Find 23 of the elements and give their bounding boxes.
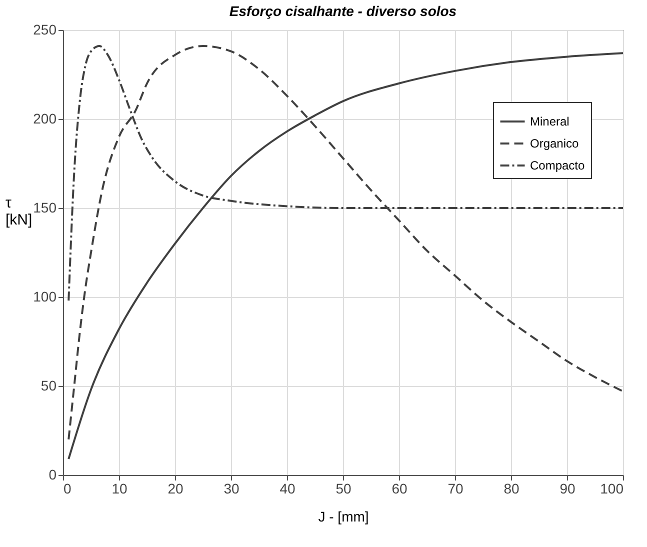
x-tick-label: 100 [600, 480, 624, 496]
x-tick-label: 50 [336, 480, 352, 496]
x-tick-label: 90 [560, 480, 576, 496]
x-tick-label: 10 [112, 480, 128, 496]
x-tick-label: 70 [448, 480, 464, 496]
x-tick-label: 20 [168, 480, 184, 496]
x-tick-label: 80 [504, 480, 520, 496]
y-tick-label: 200 [33, 110, 57, 126]
x-axis-title: J - [mm] [318, 508, 369, 524]
legend-label: Mineral [530, 114, 570, 128]
y-tick-label: 250 [33, 22, 57, 38]
x-tick-label: 30 [224, 480, 240, 496]
legend-label: Compacto [530, 158, 586, 172]
y-axis-title: τ [kN] [6, 194, 32, 228]
x-tick-label: 60 [392, 480, 408, 496]
y-tick-label: 150 [33, 200, 57, 216]
chart-title: Esforço cisalhante - diverso solos [229, 3, 457, 19]
y-tick-label: 0 [48, 466, 57, 482]
x-tick-label: 40 [280, 480, 296, 496]
y-tick-label: 50 [40, 378, 57, 394]
legend-label: Organico [530, 136, 580, 150]
x-tick-label: 0 [64, 480, 72, 496]
y-tick-label: 100 [33, 288, 57, 304]
